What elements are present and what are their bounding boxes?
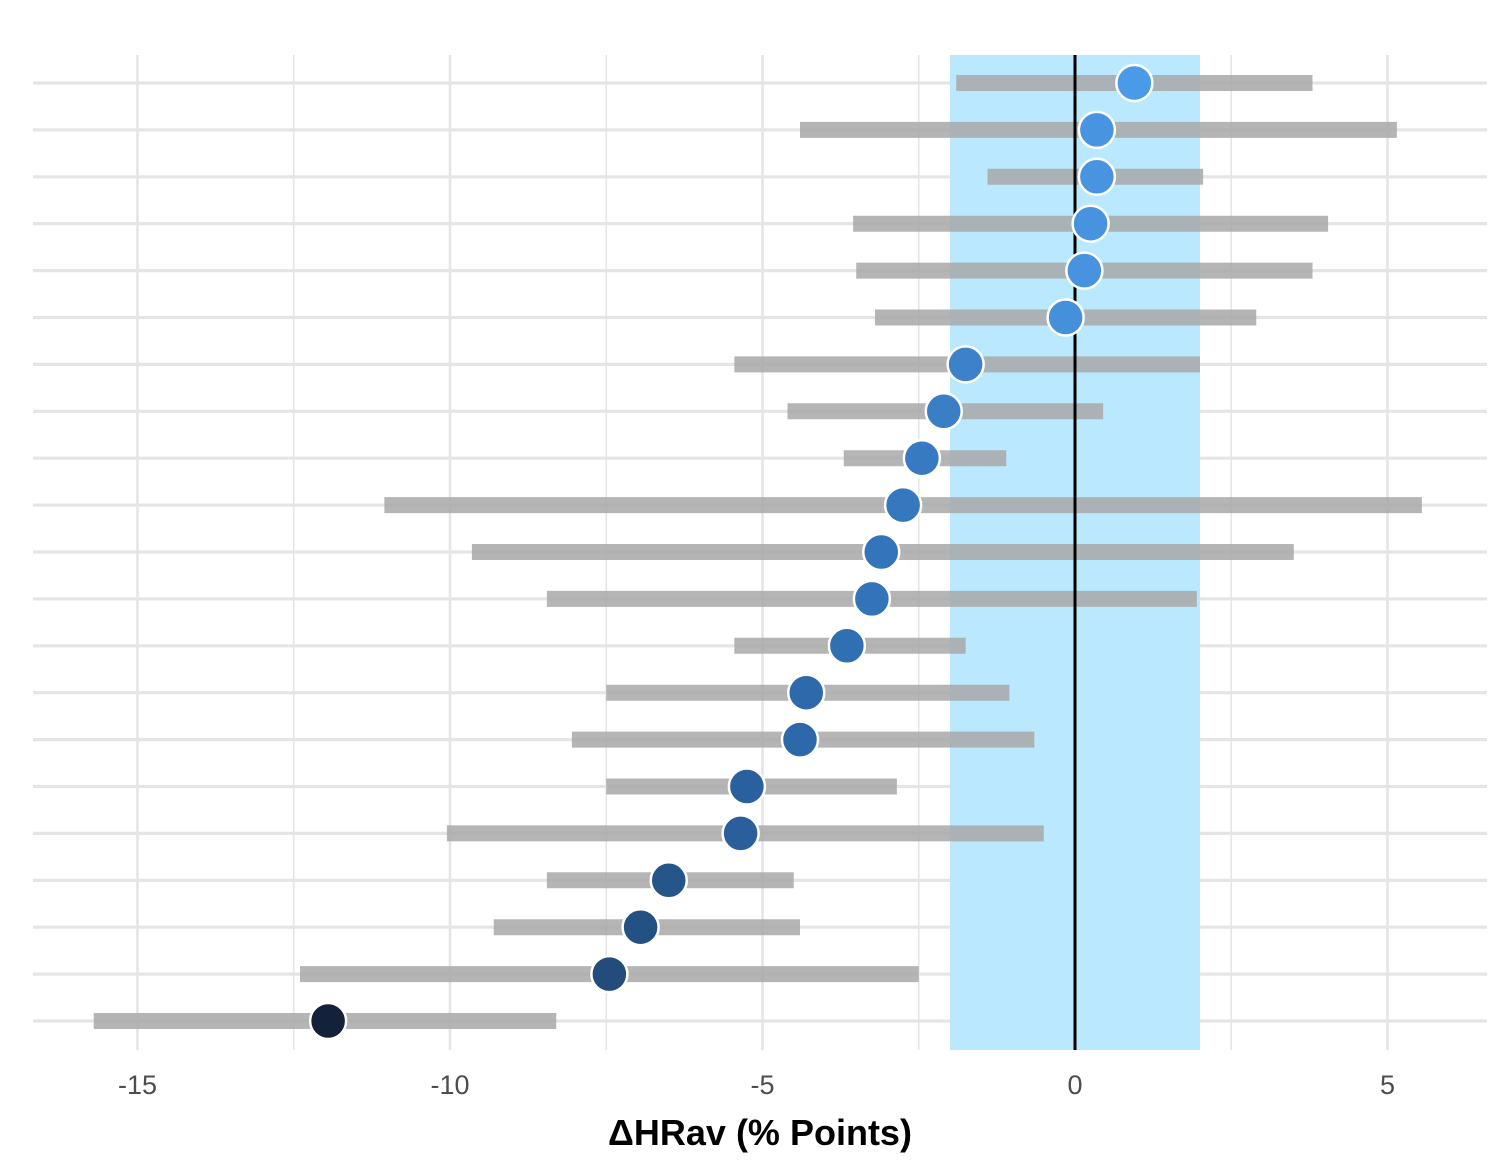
point-estimate <box>1077 110 1117 150</box>
point-estimates <box>308 63 1154 1041</box>
point-estimate <box>590 954 629 994</box>
point-estimate <box>862 532 901 572</box>
point-estimate <box>727 767 767 806</box>
point-estimate <box>308 1001 348 1041</box>
point-estimate <box>1115 63 1154 103</box>
point-estimate <box>946 345 985 384</box>
x-tick-label: -15 <box>118 1070 157 1100</box>
point-estimate <box>852 579 892 619</box>
x-tick-label: 0 <box>1067 1070 1082 1100</box>
x-tick-label: -5 <box>750 1070 774 1100</box>
point-estimate <box>649 861 688 900</box>
point-estimate <box>827 626 867 666</box>
x-tick-label: 5 <box>1380 1070 1395 1100</box>
point-estimate <box>721 814 760 853</box>
point-estimate <box>883 485 923 525</box>
point-estimate <box>780 720 820 759</box>
point-estimate <box>902 438 942 478</box>
point-estimate <box>1046 298 1085 337</box>
point-estimate <box>1065 251 1104 290</box>
point-estimate <box>924 392 963 431</box>
point-estimate <box>787 673 826 712</box>
point-estimate <box>621 907 660 947</box>
point-estimate <box>1071 204 1110 243</box>
x-tick-label: -10 <box>430 1070 469 1100</box>
x-axis-title: ΔHRav (% Points) <box>608 1112 912 1153</box>
point-estimate <box>1077 157 1117 197</box>
x-tick-labels: -15 -10 -5 0 5 <box>118 1070 1395 1100</box>
